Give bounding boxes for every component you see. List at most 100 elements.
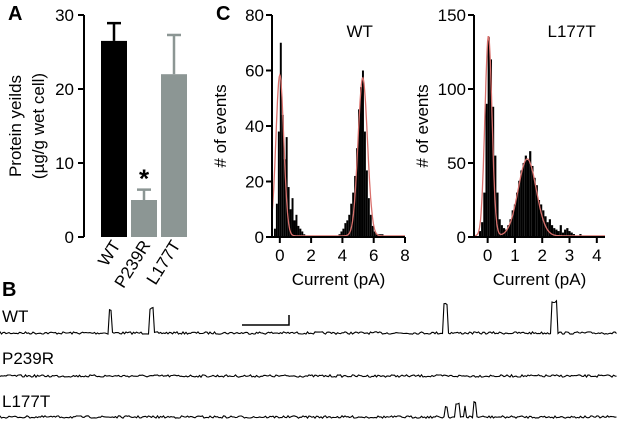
histogram-bin: [360, 87, 362, 238]
x-tick-label: 0: [483, 246, 492, 265]
histogram-bin: [346, 220, 349, 237]
histogram-bin: [509, 219, 512, 237]
histogram-bin: [535, 185, 538, 237]
x-tick-label: 3: [565, 246, 574, 265]
y-axis-label: # of events: [413, 84, 432, 167]
histogram-bin: [542, 210, 545, 237]
histogram-bin: [492, 106, 495, 237]
histogram-bin: [526, 160, 530, 237]
histogram-bin: [361, 70, 364, 237]
x-tick-label: 6: [369, 246, 378, 265]
histogram-bin: [564, 229, 567, 237]
trace-label-l177t: L177T: [2, 392, 50, 411]
histogram-bin: [340, 231, 343, 237]
y-tick-label: 0: [255, 228, 264, 247]
histogram-bin: [375, 234, 378, 237]
histogram-bin: [487, 37, 490, 238]
histogram-bin: [273, 228, 276, 237]
y-axis-label: # of events: [211, 84, 230, 167]
histogram-bin: [511, 210, 514, 237]
y-tick-label: 0: [65, 228, 74, 247]
histogram-bin: [489, 59, 493, 238]
histogram-bin: [513, 204, 517, 237]
histogram-bin: [289, 209, 292, 237]
histogram-bin: [537, 200, 541, 237]
histogram-bin: [529, 151, 532, 237]
histogram-title: L177T: [548, 22, 596, 41]
histogram-bin: [533, 177, 536, 237]
histogram-bin: [522, 163, 525, 237]
histogram-bin: [570, 232, 573, 237]
histogram-bin: [301, 231, 304, 237]
histogram-bin: [483, 192, 486, 237]
bar-wt: [101, 40, 127, 238]
histogram-bin: [285, 137, 288, 237]
bar-p239r: [131, 200, 157, 237]
histogram-bin: [485, 103, 488, 237]
trace-label-p239r: P239R: [2, 349, 54, 368]
y-tick-label: 50: [447, 154, 466, 173]
histogram-bin: [299, 228, 302, 237]
panel-label-a: A: [8, 3, 22, 25]
y-tick-label: 40: [245, 117, 264, 136]
gaussian-fit-curve: [271, 73, 405, 237]
histogram-bin: [365, 170, 368, 237]
x-tick-label: 2: [306, 246, 315, 265]
y-axis-label-line2: (µg/g wet cell): [29, 73, 48, 179]
histogram-bin: [568, 231, 571, 237]
histogram-bin: [531, 165, 534, 237]
histogram-bin: [481, 222, 484, 237]
x-tick-label: 8: [400, 246, 409, 265]
histogram-bin: [348, 214, 351, 237]
significance-star: *: [139, 164, 150, 194]
gaussian-fit-curve: [474, 36, 605, 237]
current-trace: [0, 373, 617, 379]
histogram-bin: [363, 131, 366, 237]
scale-bar: [242, 315, 290, 326]
histogram-bin: [498, 219, 501, 237]
histogram-bin: [350, 203, 353, 237]
histogram-bin: [559, 225, 562, 237]
x-axis-label: Current (pA): [493, 270, 587, 289]
y-tick-label: 150: [438, 6, 466, 25]
histogram-bin: [287, 187, 290, 237]
x-tick-label: 4: [592, 246, 601, 265]
histogram-bin: [553, 228, 556, 237]
histogram-bin: [500, 225, 503, 237]
histogram-bin: [342, 228, 345, 237]
y-tick-label: 60: [245, 62, 264, 81]
histogram-bin: [358, 109, 361, 237]
y-tick-label: 20: [245, 173, 264, 192]
histogram-bin: [279, 42, 282, 237]
y-tick-label: 0: [457, 228, 466, 247]
y-tick-label: 100: [438, 80, 466, 99]
histogram-bin: [540, 204, 543, 237]
histogram-bin: [277, 131, 280, 237]
histogram-bin: [561, 232, 565, 237]
histogram-title: WT: [347, 22, 373, 41]
histogram-bin: [373, 231, 376, 237]
histogram-bin: [524, 155, 527, 237]
histogram-bin: [291, 198, 294, 237]
x-tick-label: 4: [338, 246, 347, 265]
histogram-bin: [507, 225, 510, 237]
histogram-bin: [369, 214, 372, 237]
histogram-bin: [356, 148, 359, 237]
histogram-bin: [275, 203, 278, 237]
histogram-bin: [281, 114, 284, 237]
histogram-bin: [557, 231, 560, 237]
histogram-bin: [295, 214, 298, 237]
histogram-wt: WT 0 20 40 60 80 0 2 4 6 8 Current (pA) # of events: [211, 6, 410, 289]
current-trace: [0, 400, 617, 420]
histogram-bin: [367, 198, 370, 237]
y-tick-label: 80: [245, 6, 264, 25]
current-trace: [0, 299, 617, 336]
histogram-bin: [297, 225, 300, 237]
histogram-bin: [344, 223, 347, 237]
histogram-bin: [371, 225, 374, 237]
histogram-bin: [555, 229, 558, 237]
histogram-bin: [478, 231, 482, 237]
